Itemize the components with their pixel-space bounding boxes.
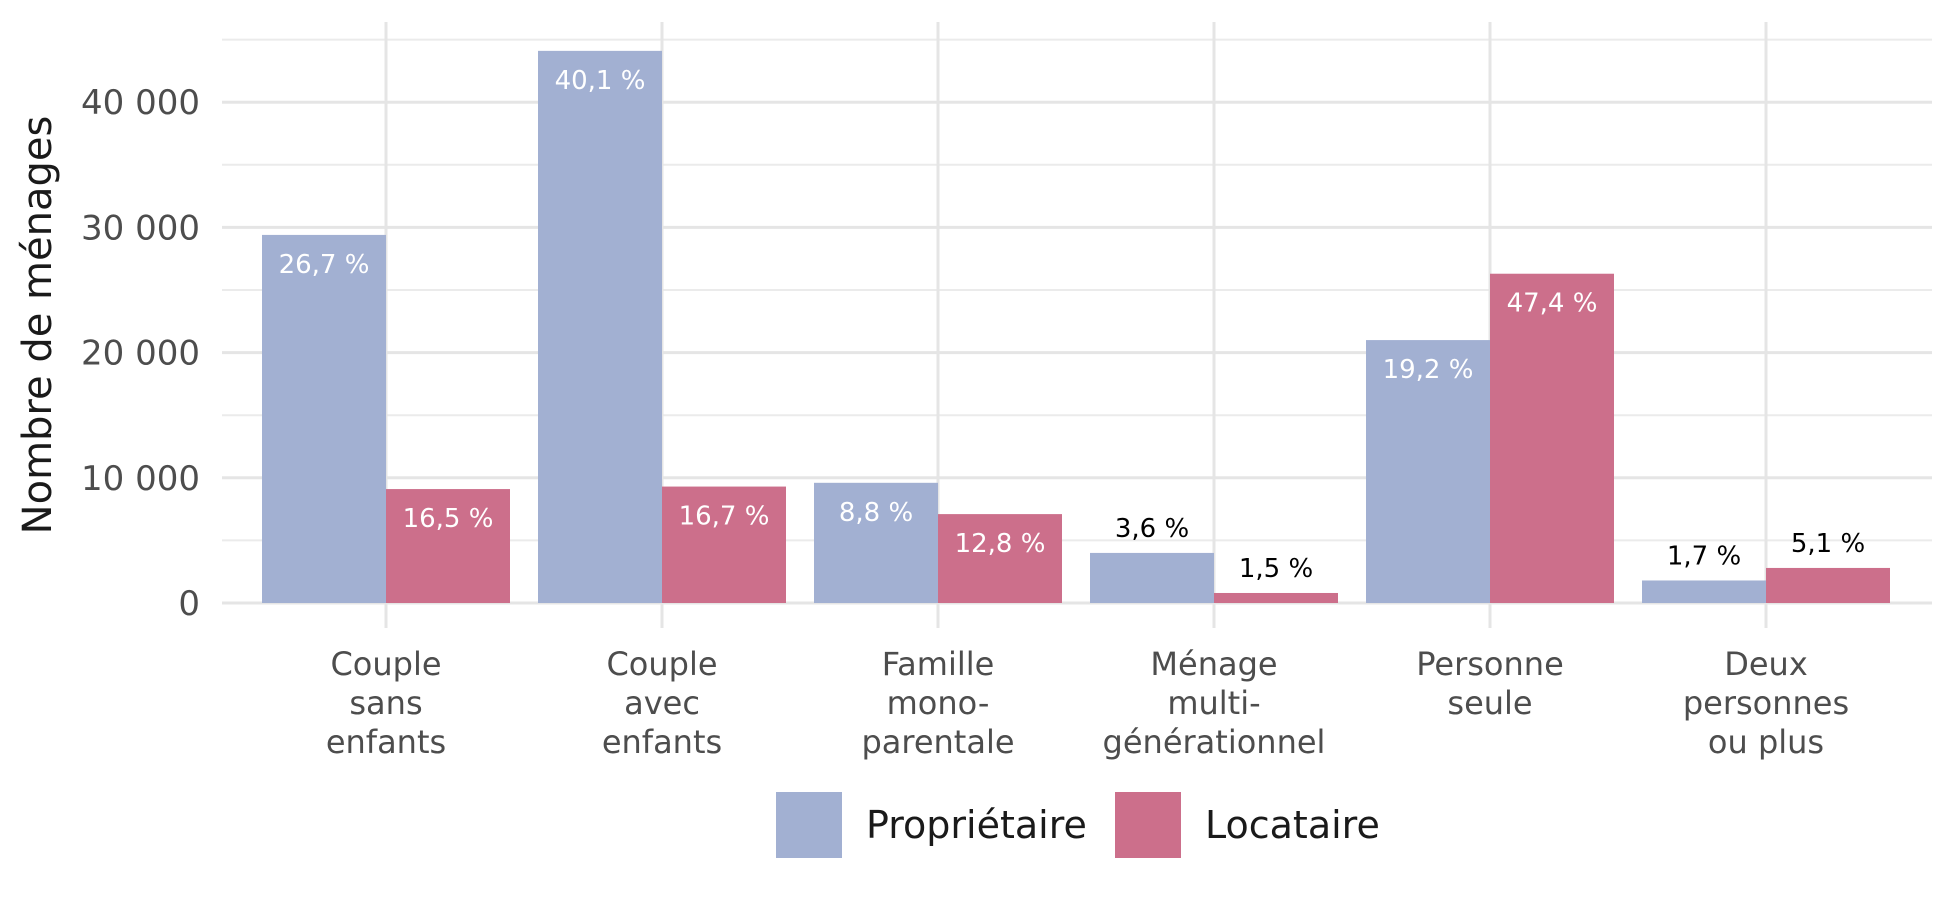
bar-proprietaire <box>814 482 938 603</box>
legend: Propriétaire Locataire <box>776 792 1380 858</box>
x-tick-label: Ménage multi-générationnel <box>1103 645 1326 761</box>
data-label: 47,4 % <box>1507 289 1598 319</box>
data-label: 26,7 % <box>279 250 370 280</box>
y-tick-label: 40 000 <box>81 83 200 123</box>
x-tick-label: Famille mono-parentale <box>861 645 1014 761</box>
bar-proprietaire <box>1642 580 1766 603</box>
bars <box>262 50 1890 604</box>
bar-locataire <box>1766 567 1890 603</box>
bar-proprietaire <box>538 50 662 604</box>
bar-proprietaire <box>1366 340 1490 603</box>
y-tick-label: 10 000 <box>81 459 200 499</box>
y-axis-label: Nombre de ménages <box>15 116 61 535</box>
data-labels: 26,7 % 40,1 % 8,8 % 3,6 % 19,2 % 1,7 % 16,5 % 1… <box>279 66 1866 584</box>
y-tick-label: 20 000 <box>81 334 200 374</box>
x-tick-label: Couple avec enfants <box>602 645 722 761</box>
data-label: 3,6 % <box>1115 514 1189 544</box>
data-label: 8,8 % <box>839 498 913 528</box>
y-tick-label: 0 <box>178 584 200 624</box>
bar-locataire <box>1490 273 1614 603</box>
legend-label-locataire: Locataire <box>1205 803 1380 847</box>
data-label: 1,7 % <box>1667 541 1741 571</box>
bar-locataire <box>1214 592 1338 603</box>
x-axis-ticks: Couple sans enfants Couple avec enfants Famill… <box>326 645 1849 761</box>
bar-locataire <box>938 514 1062 603</box>
y-axis-ticks: 0 10 000 20 000 30 000 40 000 <box>81 83 200 624</box>
bar-locataire <box>662 486 786 603</box>
legend-label-proprietaire: Propriétaire <box>866 803 1087 847</box>
data-label: 16,5 % <box>403 504 494 534</box>
x-tick-label: Personne seule <box>1416 645 1564 722</box>
data-label: 40,1 % <box>555 66 646 96</box>
legend-swatch-locataire <box>1115 792 1181 858</box>
data-label: 1,5 % <box>1239 554 1313 584</box>
data-label: 16,7 % <box>679 502 770 532</box>
data-label: 19,2 % <box>1383 355 1474 385</box>
legend-swatch-proprietaire <box>776 792 842 858</box>
data-label: 12,8 % <box>955 529 1046 559</box>
bar-locataire <box>386 489 510 603</box>
bar-proprietaire <box>262 234 386 604</box>
y-tick-label: 30 000 <box>81 208 200 248</box>
bar-proprietaire <box>1090 552 1214 603</box>
data-label: 5,1 % <box>1791 529 1865 559</box>
x-tick-label: Couple sans enfants <box>326 645 446 761</box>
x-tick-label: Deux personnes ou plus <box>1683 645 1849 761</box>
